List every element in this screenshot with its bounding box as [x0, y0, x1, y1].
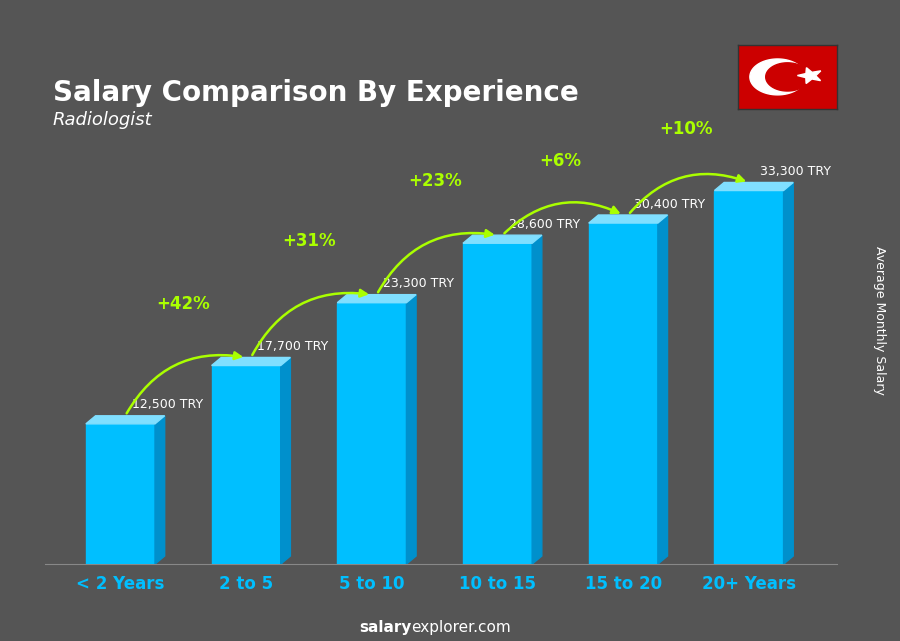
Polygon shape: [797, 68, 821, 83]
Text: 30,400 TRY: 30,400 TRY: [634, 197, 706, 210]
Polygon shape: [766, 63, 809, 91]
Text: 28,600 TRY: 28,600 TRY: [508, 218, 580, 231]
Polygon shape: [212, 358, 291, 365]
Polygon shape: [338, 295, 416, 303]
Text: 17,700 TRY: 17,700 TRY: [257, 340, 328, 353]
Bar: [86, 424, 155, 564]
Bar: [589, 223, 658, 564]
Polygon shape: [155, 416, 165, 564]
Polygon shape: [784, 183, 793, 564]
Text: 12,500 TRY: 12,500 TRY: [131, 398, 202, 412]
Bar: [212, 365, 281, 564]
Text: +10%: +10%: [660, 120, 713, 138]
Bar: [338, 303, 407, 564]
Text: +42%: +42%: [157, 295, 211, 313]
Polygon shape: [463, 235, 542, 243]
Polygon shape: [281, 358, 291, 564]
Polygon shape: [532, 235, 542, 564]
Text: +6%: +6%: [539, 152, 581, 170]
Text: Salary Comparison By Experience: Salary Comparison By Experience: [53, 79, 579, 108]
Text: 33,300 TRY: 33,300 TRY: [760, 165, 831, 178]
Polygon shape: [750, 59, 806, 95]
Polygon shape: [407, 295, 416, 564]
Text: Average Monthly Salary: Average Monthly Salary: [873, 246, 886, 395]
Text: 23,300 TRY: 23,300 TRY: [383, 277, 454, 290]
Text: +31%: +31%: [283, 232, 336, 250]
Polygon shape: [86, 416, 165, 424]
Text: salary: salary: [359, 620, 411, 635]
Bar: [715, 190, 784, 564]
Polygon shape: [715, 183, 793, 190]
Text: +23%: +23%: [408, 172, 462, 190]
Text: Radiologist: Radiologist: [53, 111, 152, 129]
Bar: [463, 243, 532, 564]
Polygon shape: [658, 215, 668, 564]
Text: explorer.com: explorer.com: [411, 620, 511, 635]
Polygon shape: [589, 215, 668, 223]
